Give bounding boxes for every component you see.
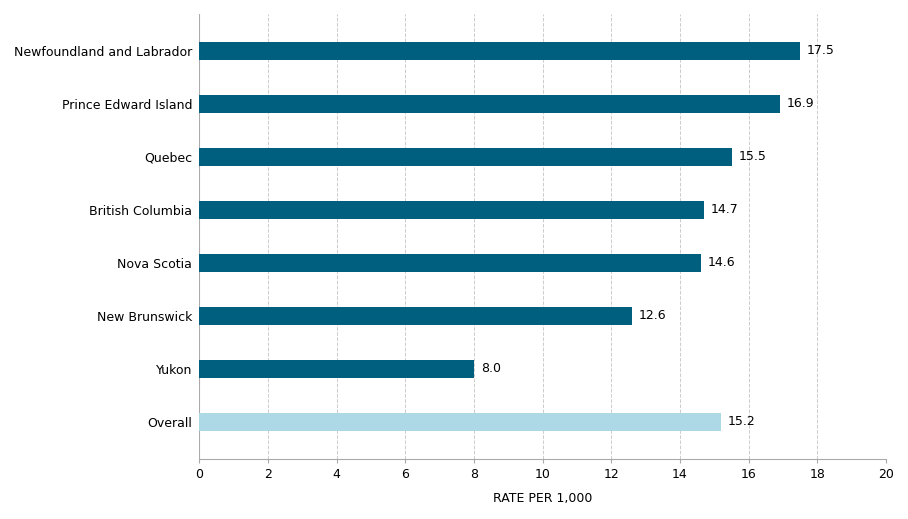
X-axis label: RATE PER 1,000: RATE PER 1,000	[493, 492, 592, 505]
Bar	[199, 148, 732, 166]
Text: 12.6: 12.6	[639, 309, 666, 322]
Text: 15.5: 15.5	[738, 151, 766, 163]
Text: 14.6: 14.6	[707, 256, 735, 269]
Bar	[199, 254, 701, 272]
Bar	[199, 42, 800, 60]
Text: 15.2: 15.2	[728, 415, 755, 428]
Bar	[199, 413, 721, 431]
Text: 16.9: 16.9	[786, 98, 814, 111]
Bar	[199, 307, 632, 325]
Bar	[199, 201, 704, 219]
Bar	[199, 94, 780, 113]
Text: 14.7: 14.7	[711, 203, 739, 216]
Text: 17.5: 17.5	[807, 45, 835, 58]
Bar	[199, 360, 474, 378]
Text: 8.0: 8.0	[481, 362, 501, 375]
